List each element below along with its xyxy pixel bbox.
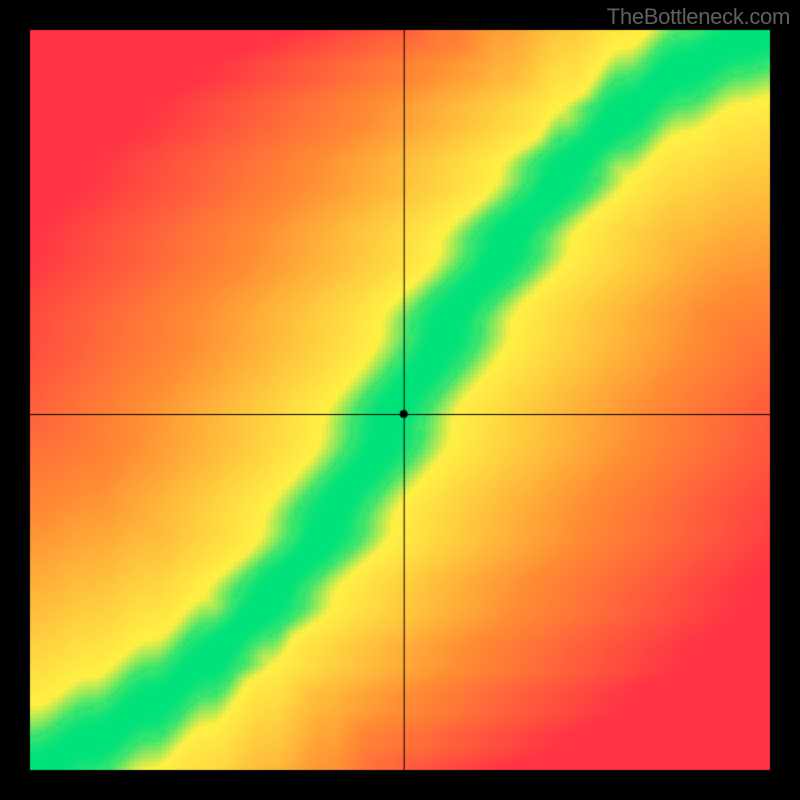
bottleneck-heatmap bbox=[0, 0, 800, 800]
chart-container: TheBottleneck.com bbox=[0, 0, 800, 800]
watermark-text: TheBottleneck.com bbox=[607, 4, 790, 30]
